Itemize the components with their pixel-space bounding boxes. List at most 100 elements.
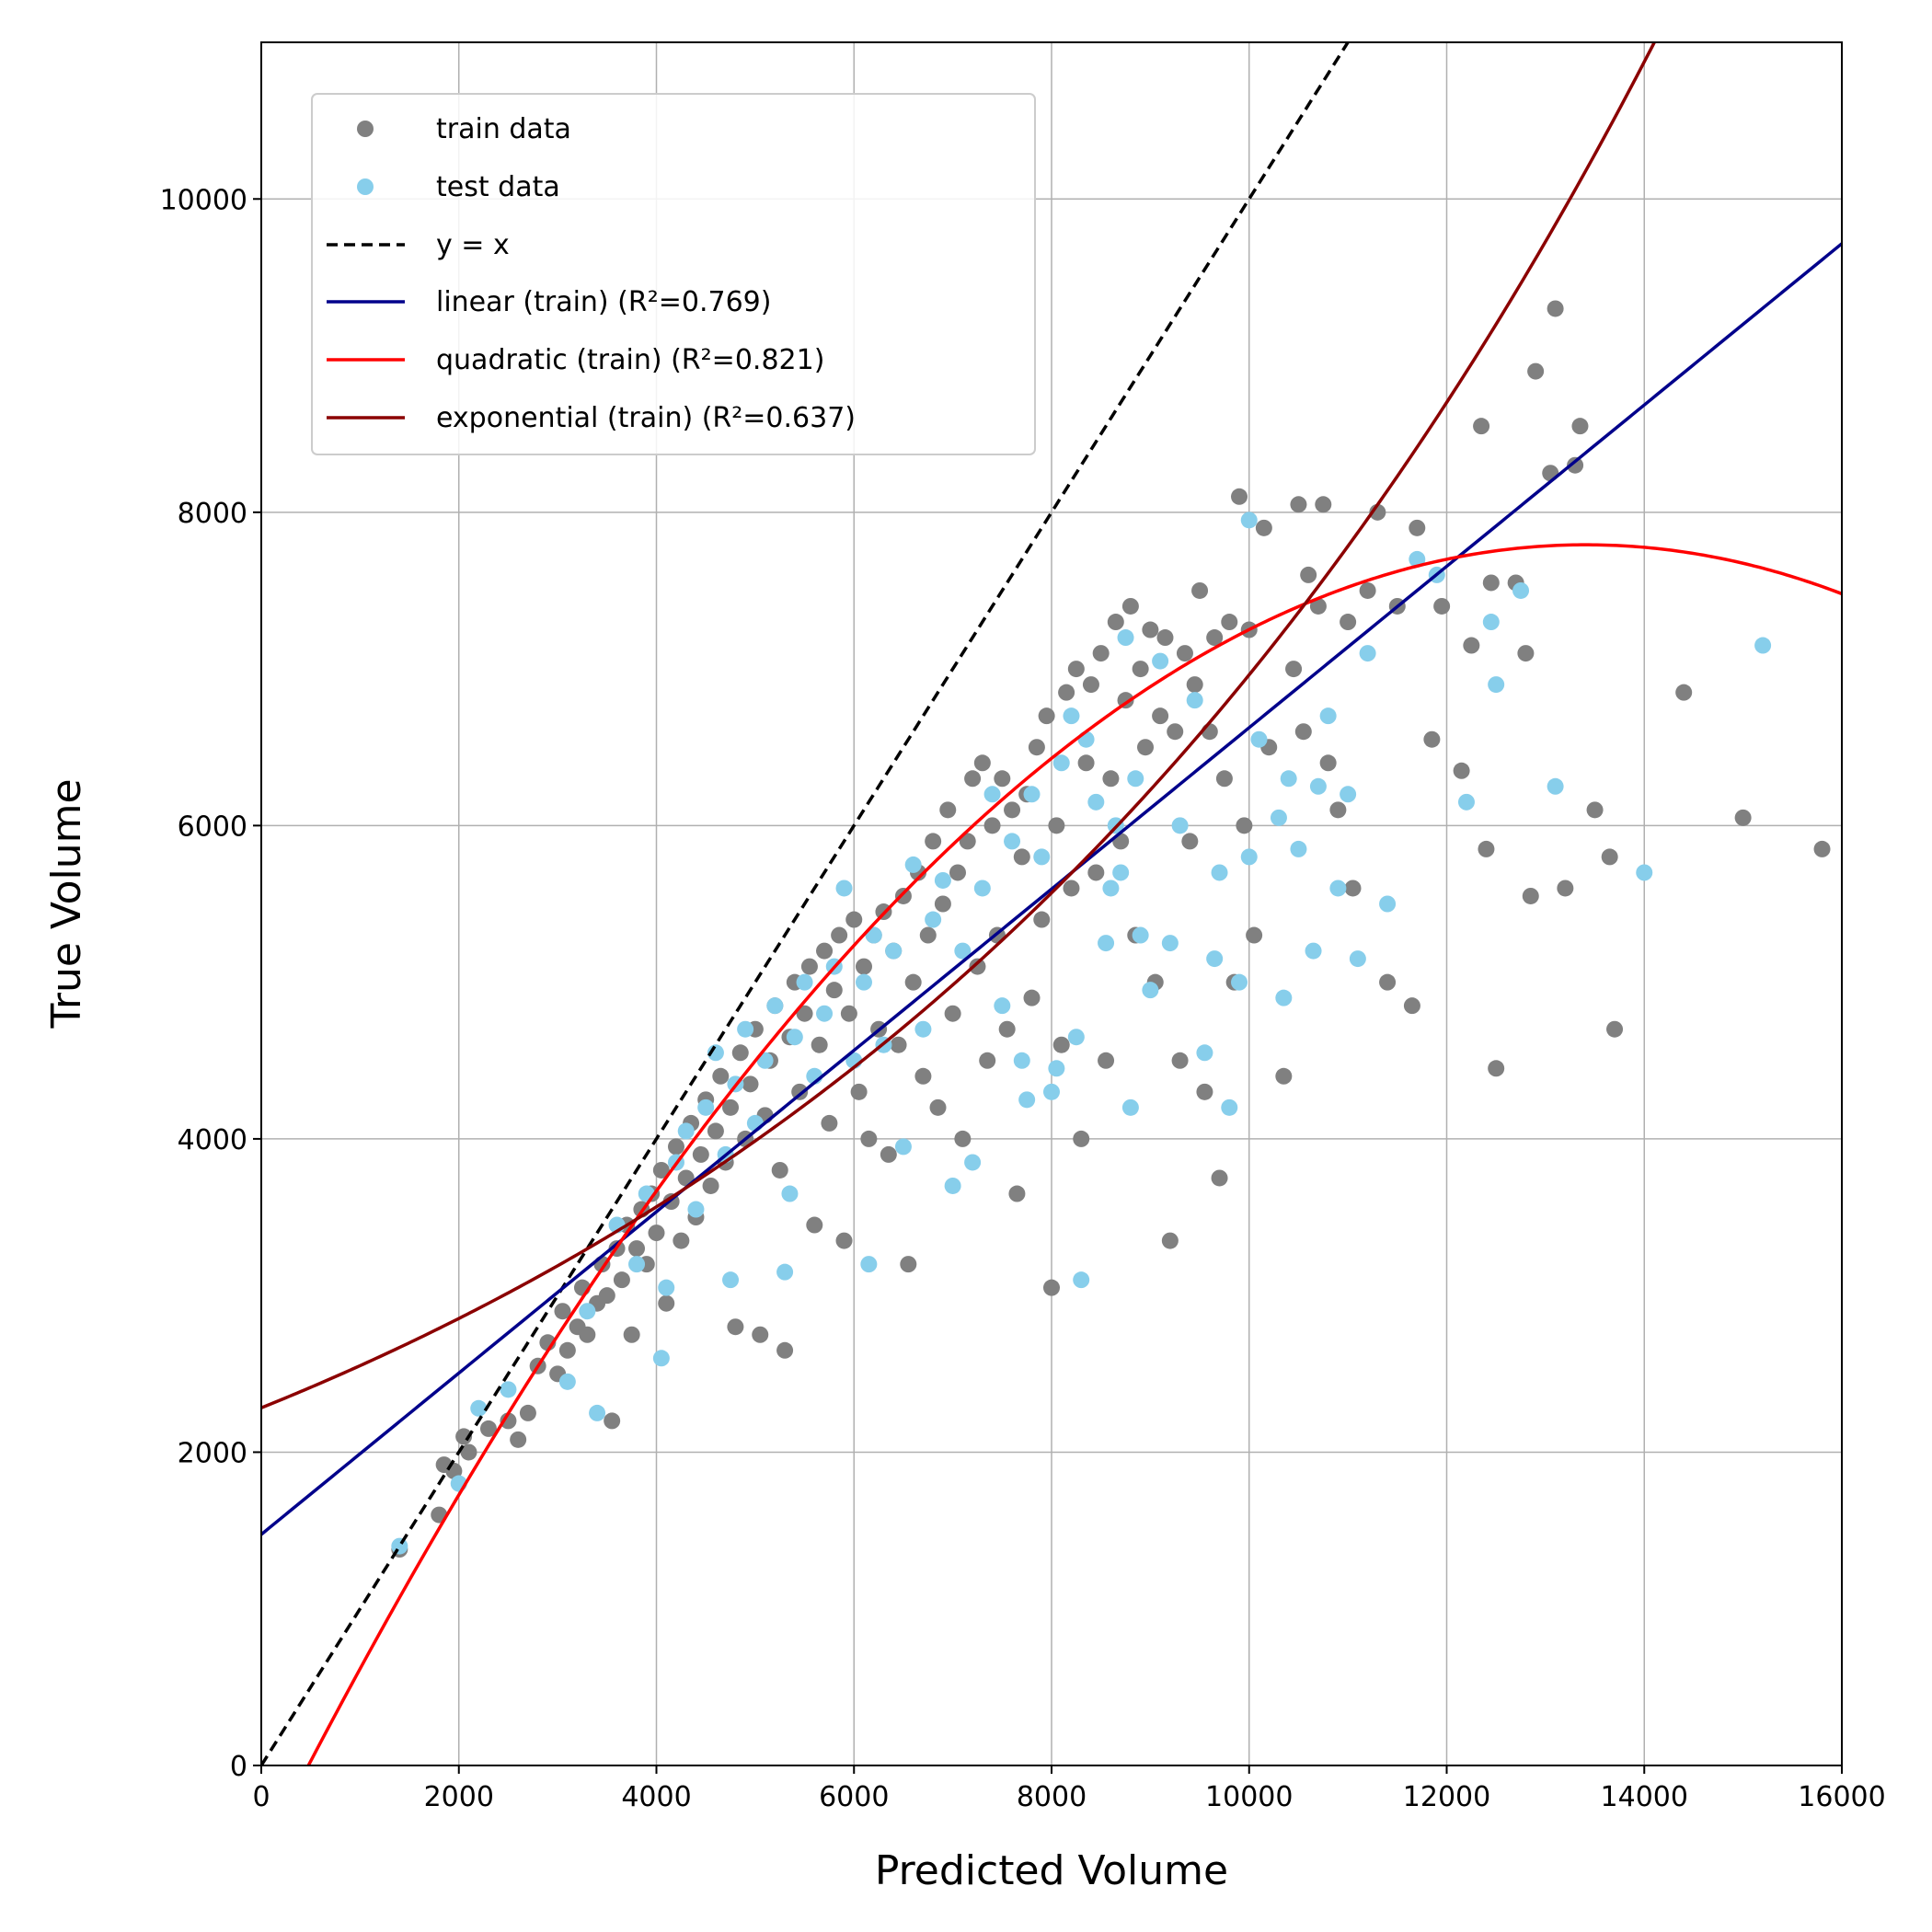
x-tick-label: 0 — [252, 1781, 270, 1813]
train-point — [771, 1161, 788, 1179]
train-point — [554, 1303, 571, 1320]
y-tick-label: 10000 — [160, 184, 247, 216]
train-point — [707, 1122, 724, 1140]
train-point — [1379, 973, 1397, 991]
train-point — [1246, 926, 1263, 944]
train-point — [1137, 739, 1155, 756]
test-point — [1102, 880, 1120, 897]
x-tick-label: 4000 — [621, 1781, 691, 1813]
train-point — [825, 982, 843, 999]
train-point — [1478, 840, 1495, 857]
train-point — [752, 1326, 769, 1343]
test-point — [628, 1256, 646, 1273]
test-data-points — [391, 512, 1772, 1555]
test-point — [687, 1201, 705, 1218]
test-point — [1171, 817, 1189, 834]
train-point — [1028, 739, 1045, 756]
train-point — [1206, 629, 1224, 647]
test-point — [1117, 629, 1134, 647]
train-point — [1423, 730, 1441, 748]
train-point — [1403, 997, 1420, 1015]
train-point — [1004, 801, 1021, 819]
test-point — [1161, 935, 1179, 952]
test-point — [1018, 1091, 1036, 1109]
test-point — [925, 911, 942, 928]
test-point — [1112, 864, 1130, 881]
train-point — [1517, 645, 1535, 662]
train-point — [959, 833, 976, 850]
test-point — [1087, 793, 1105, 811]
train-point — [816, 942, 834, 960]
test-point — [677, 1122, 695, 1140]
test-point — [894, 1138, 912, 1156]
train-point — [604, 1412, 621, 1430]
legend-box — [311, 93, 1036, 455]
train-point — [1813, 840, 1831, 857]
train-point — [1023, 989, 1041, 1006]
train-point — [1092, 645, 1110, 662]
train-point — [1077, 754, 1095, 772]
train-point — [1067, 661, 1085, 678]
train-point — [850, 1083, 868, 1100]
test-point — [1457, 793, 1475, 811]
test-point — [1379, 895, 1397, 913]
test-point — [1359, 645, 1376, 662]
test-point — [1290, 840, 1307, 857]
train-point — [1453, 762, 1470, 779]
train-point — [1186, 676, 1203, 694]
legend-exponential-label: exponential (train) (R²=0.637) — [436, 402, 856, 434]
test-point — [1240, 848, 1258, 866]
test-point — [1013, 1052, 1030, 1069]
test-point — [865, 926, 882, 944]
train-point — [460, 1443, 477, 1461]
train-point — [1215, 770, 1233, 788]
test-point — [1636, 864, 1653, 881]
train-point — [973, 754, 991, 772]
train-point — [964, 770, 982, 788]
train-point — [904, 973, 922, 991]
train-point — [806, 1216, 823, 1234]
train-point — [929, 1098, 947, 1116]
train-point — [860, 1130, 878, 1147]
legend-train-marker — [357, 121, 374, 137]
test-point — [1077, 730, 1095, 748]
test-point — [766, 997, 784, 1015]
train-point — [1586, 801, 1604, 819]
series-layer — [261, 42, 1842, 1765]
test-point — [1004, 833, 1021, 850]
test-point — [1033, 848, 1051, 866]
train-point — [831, 926, 848, 944]
train-point — [1409, 519, 1426, 536]
train-point — [1156, 629, 1174, 647]
train-point — [1567, 456, 1584, 474]
test-point — [944, 1177, 961, 1194]
train-point — [796, 1005, 813, 1022]
x-tick-label: 8000 — [1017, 1781, 1087, 1813]
test-point — [1142, 982, 1159, 999]
train-point — [1171, 1052, 1189, 1069]
x-tick-label: 12000 — [1403, 1781, 1490, 1813]
y-axis-label: True Volume — [43, 778, 90, 1029]
test-point — [756, 1052, 774, 1069]
train-point — [894, 887, 912, 904]
test-point — [934, 871, 951, 889]
test-point — [781, 1185, 799, 1202]
identity-line — [261, 42, 1351, 1765]
train-point — [1294, 723, 1312, 741]
train-point — [1473, 418, 1490, 435]
train-point — [1043, 1279, 1060, 1296]
train-point — [1038, 707, 1055, 725]
test-point — [1121, 1098, 1139, 1116]
train-point — [1098, 1052, 1115, 1069]
test-point — [470, 1399, 488, 1417]
train-point — [1557, 880, 1574, 897]
x-tick-label: 10000 — [1205, 1781, 1293, 1813]
test-point — [776, 1263, 794, 1281]
train-point — [1319, 754, 1337, 772]
legend-linear-label: linear (train) (R²=0.769) — [436, 286, 771, 318]
train-point — [1290, 496, 1307, 513]
train-point — [840, 1005, 857, 1022]
train-point — [791, 1083, 809, 1100]
test-point — [973, 880, 991, 897]
train-point — [1309, 597, 1327, 615]
